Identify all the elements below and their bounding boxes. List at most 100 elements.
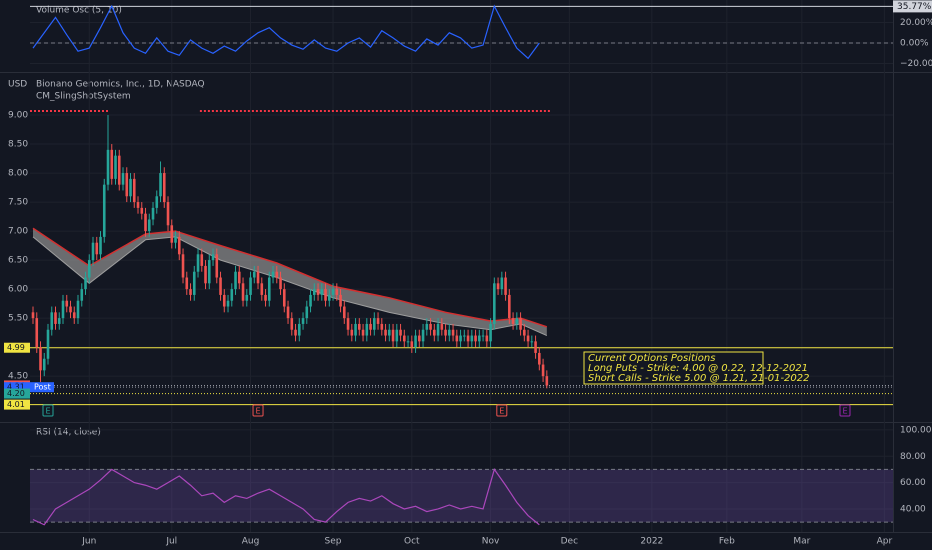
currency: USD (8, 80, 27, 90)
chart-title: Bionano Genomics, Inc., 1D, NASDAQ (36, 80, 205, 90)
x-tick-label: Mar (793, 537, 810, 547)
level-label: 4.31 (7, 383, 25, 392)
candle-body (481, 335, 485, 337)
candle-body (241, 283, 245, 301)
candle-body (84, 277, 87, 290)
candle-body (129, 178, 132, 197)
candle-body (410, 341, 414, 348)
level-label-bg (4, 342, 30, 353)
earnings-marker (496, 404, 508, 417)
candle-body (99, 236, 102, 255)
candle-body (455, 335, 459, 342)
candle-body (511, 318, 515, 324)
level-label: 4.20 (7, 389, 25, 398)
earnings-label: E (842, 407, 847, 416)
level-label-bg (4, 388, 30, 399)
candle-body (354, 323, 357, 336)
candle-body (54, 312, 57, 324)
earnings-marker (839, 404, 851, 417)
candle-body (290, 318, 294, 330)
candle-body (245, 294, 249, 301)
candle-body (309, 294, 312, 307)
candle-body (485, 335, 489, 342)
candle-body (192, 271, 196, 295)
candle-body (388, 329, 391, 336)
candle-body (489, 323, 492, 342)
candle-body (42, 358, 46, 371)
earnings-label: E (256, 407, 261, 416)
series-line (32, 468, 540, 526)
candle-body (530, 341, 534, 343)
level-label: 4.01 (7, 400, 25, 409)
candle-body (496, 283, 500, 290)
candle-body (121, 173, 125, 185)
candle-body (39, 347, 42, 371)
annotation-line: Current Options Positions (588, 353, 715, 364)
candle-body (117, 155, 121, 185)
candle-body (504, 277, 507, 295)
x-tick-label: Oct (404, 537, 420, 547)
candle-body (132, 178, 136, 203)
rsi-title: RSI (14, close) (36, 428, 101, 438)
candle-body (545, 376, 549, 386)
candle-body (80, 289, 84, 301)
candle-body (162, 173, 166, 203)
earnings-marker (42, 404, 54, 417)
candle-body (147, 219, 151, 232)
y-tick-label: 20.00% (900, 18, 932, 28)
y-tick-label: 80.00 (900, 452, 926, 462)
candle-body (267, 277, 271, 301)
candle-body (159, 173, 162, 197)
candle-body (444, 329, 447, 336)
candle-body (57, 318, 61, 324)
candle-body (69, 306, 72, 313)
level-label: 4.99 (7, 343, 25, 352)
candle-body (470, 335, 474, 342)
x-tick-label: Apr (877, 537, 893, 547)
candle-body (31, 312, 35, 319)
candle-body (185, 277, 189, 290)
earnings-marker (252, 404, 264, 417)
annotation-line: Short Calls - Strike 5.00 @ 1.21, 21-01-… (588, 373, 810, 384)
candle-body (174, 236, 177, 243)
candle-body (76, 300, 80, 319)
candle-body (144, 213, 147, 232)
candle-body (440, 323, 444, 330)
candle-body (451, 329, 455, 336)
candle-body (380, 323, 384, 330)
candle-body (523, 329, 526, 336)
candle-body (271, 271, 275, 278)
candle-body (399, 329, 402, 336)
x-tick-label: Nov (482, 537, 500, 547)
y-tick-label: 5.50 (8, 314, 28, 324)
candle-body (264, 294, 267, 301)
candle-body (414, 335, 417, 348)
candle-body (478, 335, 481, 342)
x-tick-label: Jun (81, 537, 96, 547)
candle-body (114, 155, 117, 179)
candle-body (207, 260, 211, 284)
candle-body (515, 318, 519, 324)
y-tick-label: 4.50 (8, 372, 28, 382)
candle-body (35, 318, 39, 348)
y-tick-label: −20.00% (900, 59, 932, 69)
candle-body (140, 207, 144, 214)
candle-body (297, 323, 301, 336)
candle-body (324, 289, 327, 301)
candle-body (403, 335, 406, 342)
candle-body (170, 225, 174, 243)
candle-body (61, 300, 65, 319)
candle-body (335, 289, 339, 295)
candle-body (372, 318, 376, 330)
indicator-name: CM_SlingShotSystem (36, 92, 131, 102)
candle-body (87, 260, 91, 278)
candle-body (350, 329, 354, 336)
candle-body (282, 289, 286, 307)
candle-body (395, 329, 399, 342)
annotation-box (583, 351, 764, 385)
candle-body (534, 341, 537, 353)
candle-body (102, 184, 106, 237)
y-tick-label: 6.00 (8, 285, 28, 295)
candle-body (211, 254, 215, 261)
series-line (32, 4, 540, 60)
